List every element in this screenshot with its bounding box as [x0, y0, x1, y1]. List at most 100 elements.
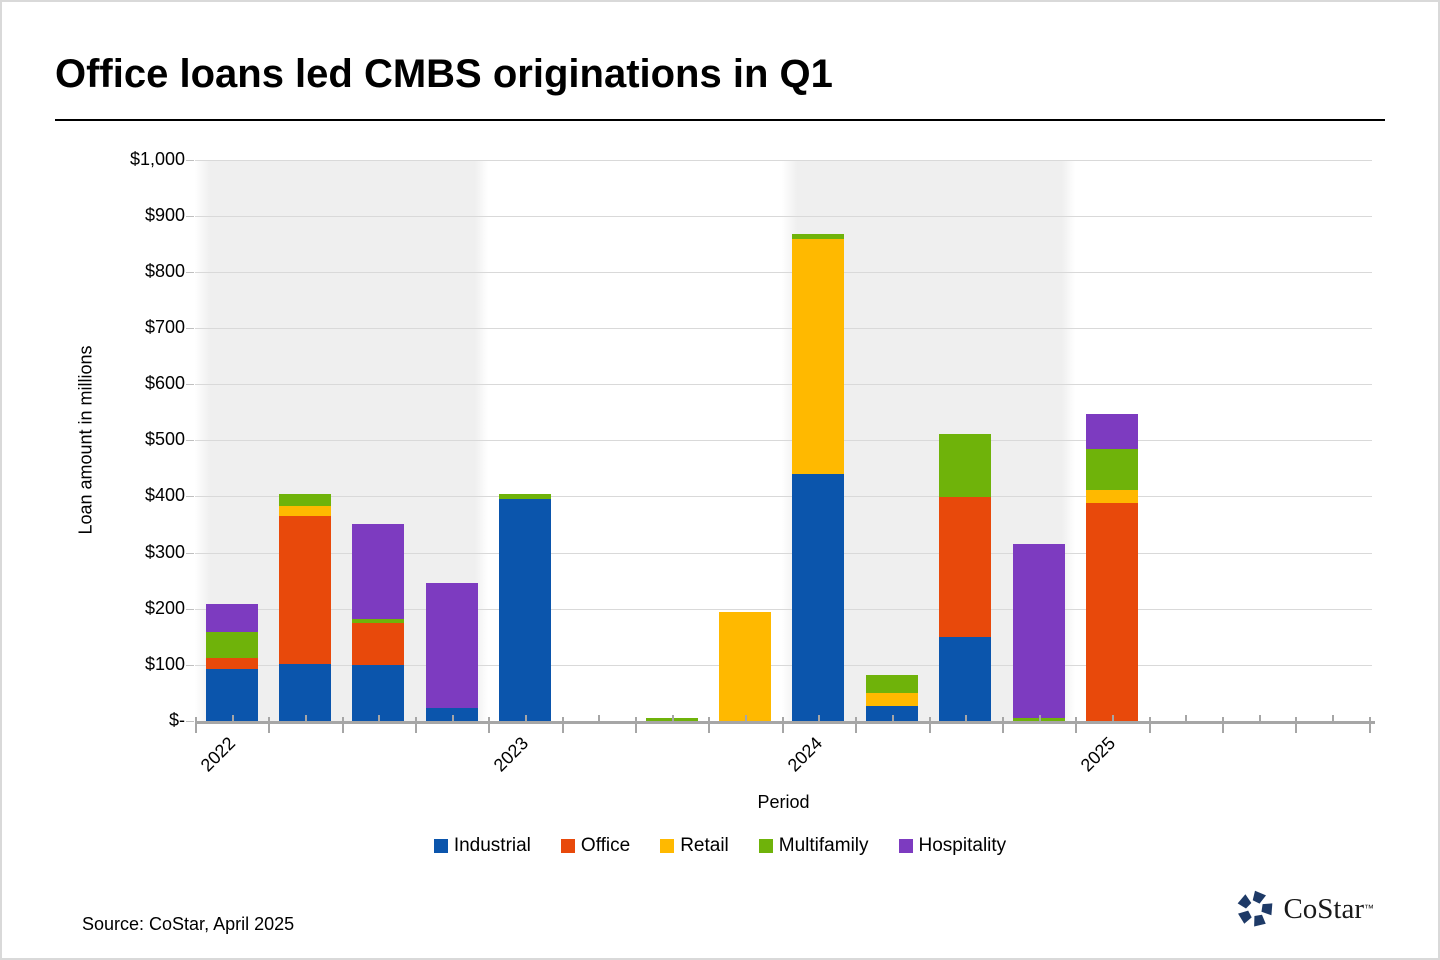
x-axis-major-tick — [928, 717, 931, 733]
bar-2024-Q3-multifamily — [939, 433, 992, 497]
costar-logo-tm: ™ — [1364, 903, 1374, 915]
gridline — [195, 664, 1372, 666]
legend-item-multifamily: Multifamily — [758, 835, 869, 857]
gridline — [195, 215, 1372, 217]
legend-label: Office — [580, 835, 631, 856]
y-tick-label: $- — [168, 710, 185, 730]
y-tick-label: $200 — [144, 597, 185, 618]
x-axis-minor-tick — [451, 715, 454, 722]
x-axis-minor-tick — [818, 715, 821, 722]
y-tick-label: $1,000 — [129, 148, 185, 169]
bar-2024-Q4-hospitality — [1012, 544, 1065, 719]
bar-2022-Q1-office — [205, 658, 258, 669]
y-axis-tick — [186, 552, 194, 554]
bar-2025-Q1-hospitality — [1085, 413, 1138, 450]
bar-2022-Q2-multifamily — [279, 493, 332, 506]
x-axis-minor-tick — [1258, 715, 1261, 722]
gridline — [195, 271, 1372, 273]
bar-2025-Q1-multifamily — [1085, 449, 1138, 491]
x-axis-minor-tick — [745, 715, 748, 722]
y-axis-tick — [186, 327, 194, 329]
legend-swatch-multifamily — [758, 839, 773, 853]
bar-2023-Q1-multifamily — [499, 493, 552, 499]
costar-logo: CoStar™ — [1236, 890, 1374, 928]
gridline — [195, 440, 1372, 442]
y-tick-label: $100 — [144, 653, 185, 674]
legend-label: Retail — [680, 835, 729, 856]
x-axis-major-tick — [1368, 717, 1371, 733]
y-tick-label: $700 — [144, 316, 185, 337]
title-underline — [55, 119, 1385, 121]
bar-2022-Q2-retail — [279, 505, 332, 517]
x-axis-minor-tick — [1331, 715, 1334, 722]
x-axis-minor-tick — [378, 715, 381, 722]
x-axis-line — [195, 721, 1375, 724]
legend-item-retail: Retail — [660, 835, 729, 857]
x-axis-major-tick — [341, 717, 344, 733]
bar-2022-Q2-industrial — [279, 663, 332, 721]
y-axis-tick — [186, 721, 194, 722]
x-tick-label: 2022 — [196, 733, 240, 776]
costar-logo-text: CoStar — [1283, 892, 1364, 925]
legend-swatch-office — [560, 839, 575, 853]
x-axis-major-tick — [195, 717, 197, 733]
page-title: Office loans led CMBS originations in Q1 — [55, 52, 833, 96]
bar-2025-Q1-retail — [1085, 490, 1138, 503]
x-axis-major-tick — [1001, 717, 1004, 733]
legend-swatch-hospitality — [898, 839, 913, 853]
bar-2024-Q1-industrial — [792, 473, 845, 721]
bar-2022-Q1-industrial — [205, 668, 258, 721]
legend-label: Hospitality — [918, 835, 1007, 856]
legend-item-hospitality: Hospitality — [898, 835, 1007, 857]
x-axis-major-tick — [561, 717, 564, 733]
costar-pinwheel-icon — [1238, 890, 1273, 927]
legend-item-office: Office — [560, 835, 631, 857]
y-tick-label: $500 — [144, 429, 185, 450]
x-axis-major-tick — [1295, 717, 1298, 733]
x-axis-major-tick — [1148, 717, 1151, 733]
y-axis-tick — [186, 159, 194, 161]
gridline — [195, 552, 1372, 554]
legend: Industrial Office Retail Multifamily Hospita… — [0, 835, 1440, 857]
y-tick-label: $900 — [144, 204, 185, 225]
bar-2023-Q1-industrial — [499, 498, 552, 721]
y-axis-tick — [186, 215, 194, 217]
bar-2022-Q3-industrial — [352, 665, 405, 721]
gridline — [195, 159, 1372, 161]
x-axis-major-tick — [488, 717, 491, 733]
y-axis-tick — [186, 664, 194, 666]
gridline — [195, 384, 1372, 386]
x-tick-label: 2023 — [490, 733, 533, 776]
y-axis-tick — [186, 384, 194, 386]
bar-2024-Q2-retail — [865, 692, 918, 706]
x-axis-minor-tick — [305, 715, 308, 722]
y-axis-tick — [186, 608, 194, 610]
x-axis-minor-tick — [598, 715, 601, 722]
x-axis-minor-tick — [671, 715, 674, 722]
legend-label: Multifamily — [778, 835, 869, 856]
bar-2024-Q2-multifamily — [865, 674, 918, 693]
legend-swatch-industrial — [433, 839, 448, 853]
bar-2024-Q1-retail — [792, 239, 845, 474]
x-axis-major-tick — [708, 717, 711, 733]
x-axis-title: Period — [757, 792, 810, 812]
x-axis-major-tick — [268, 717, 271, 733]
x-axis-major-tick — [635, 717, 638, 733]
y-tick-label: $300 — [144, 541, 185, 562]
bar-2024-Q1-multifamily — [792, 233, 845, 240]
gridline — [195, 608, 1372, 610]
bar-2022-Q4-hospitality — [425, 582, 478, 708]
y-tick-label: $400 — [144, 485, 185, 506]
x-axis-minor-tick — [965, 715, 968, 722]
bar-2024-Q3-office — [939, 496, 992, 638]
y-axis-tick — [186, 271, 194, 273]
x-axis-minor-tick — [1038, 715, 1041, 722]
legend-label: Industrial — [453, 835, 531, 856]
y-tick-label: $800 — [144, 260, 185, 281]
x-axis-minor-tick — [1185, 715, 1188, 722]
y-axis-tick — [186, 440, 194, 442]
legend-item-industrial: Industrial — [433, 835, 531, 857]
x-axis-major-tick — [1075, 717, 1078, 733]
y-tick-label: $600 — [144, 373, 185, 394]
